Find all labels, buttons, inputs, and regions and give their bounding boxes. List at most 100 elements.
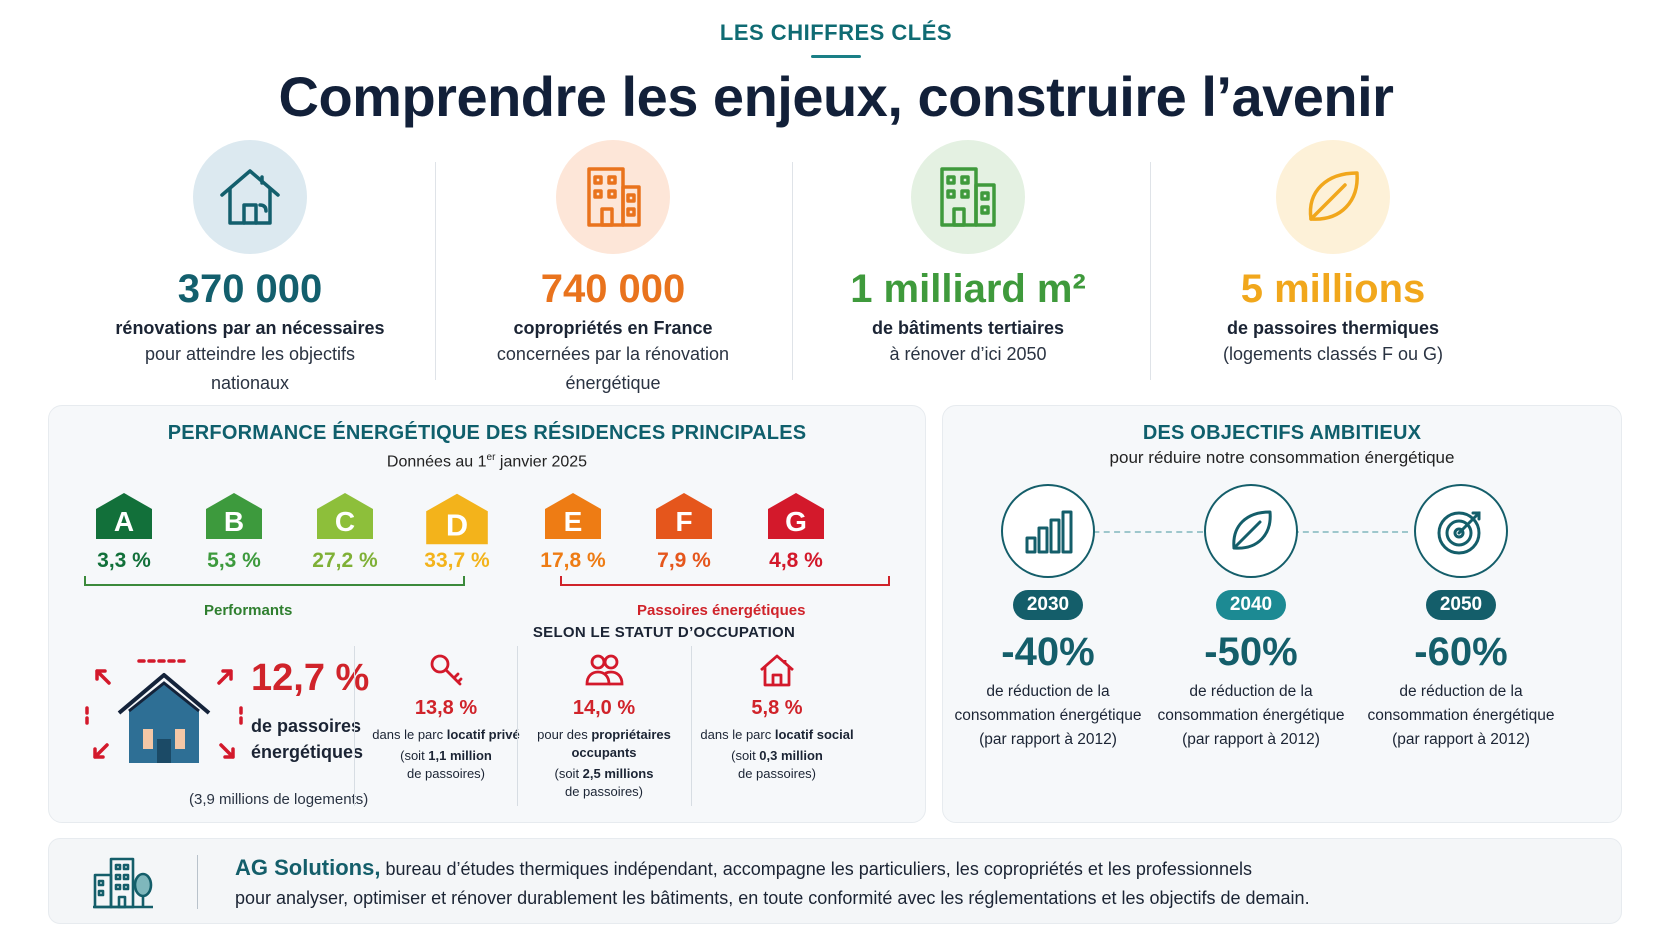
class-pct: 33,7 % — [424, 549, 490, 572]
statut-pct: 5,8 % — [751, 697, 803, 719]
statut-sub: (soit 2,5 millions de passoires) — [554, 766, 654, 799]
statut-locatif-social: 5,8 % dans le parc locatif social (soit … — [692, 652, 862, 783]
stat-tertiaire: 1 milliard m² de bâtiments tertiaires à … — [778, 140, 1158, 368]
svg-text:B: B — [224, 506, 244, 537]
statut-locatif-prive: 13,8 % dans le parc locatif privé (soit … — [361, 652, 531, 783]
objective-desc: de réduction de la — [986, 683, 1110, 700]
divider — [197, 855, 198, 909]
passoires-pct: 12,7 % — [251, 657, 370, 699]
social-house-icon — [760, 654, 794, 687]
energy-label-icon: D — [426, 493, 488, 545]
statut-sub: (soit 1,1 million de passoires) — [400, 748, 492, 781]
footer-text: AG Solutions, bureau d’études thermiques… — [235, 853, 1595, 913]
svg-text:F: F — [675, 506, 692, 537]
stat-label: copropriétés en France — [513, 318, 713, 338]
passoires-label: de passoires énergétiques — [251, 716, 364, 762]
objective-desc: consommation énergétique — [954, 707, 1142, 724]
divider — [435, 162, 436, 380]
passoires-bracket — [560, 576, 890, 586]
key-stats: 370 000 rénovations par an nécessaires p… — [60, 140, 1612, 393]
year-badge: 2030 — [1012, 590, 1084, 620]
energy-label-icon: F — [656, 493, 712, 539]
class-pct: 27,2 % — [312, 549, 378, 572]
statut-sub: (soit 0,3 million de passoires) — [731, 748, 823, 781]
energy-class-e: E 17,8 % — [523, 491, 623, 573]
energy-label-icon: G — [768, 493, 824, 539]
stat-renovations: 370 000 rénovations par an nécessaires p… — [60, 140, 440, 397]
page-title: Comprendre les enjeux, construire l’aven… — [278, 65, 1394, 128]
office-building-icon — [911, 140, 1025, 254]
energy-class-a: A 3,3 % — [74, 491, 174, 573]
statut-text: dans le parc locatif social — [700, 727, 854, 742]
energy-class-b: B 5,3 % — [184, 491, 284, 573]
eyebrow-divider — [811, 55, 861, 58]
objectives-panel: DES OBJECTIFS AMBITIEUX pour réduire not… — [942, 405, 1622, 823]
statut-pct: 13,8 % — [414, 697, 478, 719]
passoires-note: (3,9 millions de logements) — [189, 791, 369, 808]
energy-class-c: C 27,2 % — [295, 491, 395, 573]
target-icon — [1414, 484, 1508, 578]
objective-desc: consommation énergétique — [1157, 707, 1345, 724]
stat-label: de bâtiments tertiaires — [871, 318, 1065, 338]
statut-title: SELON LE STATUT D’OCCUPATION — [532, 624, 796, 641]
stat-value: 1 milliard m² — [850, 267, 1086, 311]
eyebrow: LES CHIFFRES CLÉS — [719, 20, 953, 45]
stat-desc: énergétique — [565, 373, 661, 393]
statut-pct: 14,0 % — [572, 697, 636, 719]
owners-icon — [585, 654, 624, 686]
stat-desc: (logements classés F ou G) — [1222, 344, 1444, 364]
year-badge: 2050 — [1425, 590, 1497, 620]
footer-line: pour analyser, optimiser et rénover dura… — [235, 888, 1310, 908]
stat-label: rénovations par an nécessaires — [115, 318, 385, 338]
divider — [792, 162, 793, 380]
svg-text:A: A — [114, 506, 134, 537]
performants-bracket — [84, 576, 465, 586]
stat-label: de passoires thermiques — [1226, 318, 1440, 338]
objective-2040: 2040 -50% de réduction de la consommatio… — [1146, 484, 1356, 752]
passoires-summary: 12,7 % de passoires énergétiques (3,9 mi… — [79, 653, 409, 813]
objective-pct: -40% — [1001, 630, 1095, 674]
stat-passoires: 5 millions de passoires thermiques (loge… — [1143, 140, 1523, 368]
stat-value: 370 000 — [177, 267, 323, 311]
objective-pct: -50% — [1204, 630, 1298, 674]
stat-desc: concernées par la rénovation — [496, 344, 730, 364]
energy-class-f: F 7,9 % — [634, 491, 734, 573]
stat-value: 740 000 — [540, 267, 686, 311]
objective-desc: (par rapport à 2012) — [979, 731, 1117, 748]
footer-line: bureau d’études thermiques indépendant, … — [380, 859, 1252, 879]
energy-class-g: G 4,8 % — [746, 491, 846, 573]
divider — [354, 646, 355, 806]
divider — [1150, 162, 1151, 380]
class-pct: 17,8 % — [540, 549, 606, 572]
divider — [691, 646, 692, 806]
svg-text:C: C — [335, 506, 355, 537]
panel-title: DES OBJECTIFS AMBITIEUX — [1142, 422, 1422, 444]
energy-label-icon: E — [545, 493, 601, 539]
objective-desc: (par rapport à 2012) — [1182, 731, 1320, 748]
building-icon — [556, 140, 670, 254]
energy-label-icon: B — [206, 493, 262, 539]
energy-class-d: D 33,7 % — [407, 491, 507, 573]
svg-text:G: G — [785, 506, 807, 537]
class-pct: 7,9 % — [657, 549, 711, 572]
performance-panel: PERFORMANCE ÉNERGÉTIQUE DES RÉSIDENCES P… — [48, 405, 926, 823]
energy-label-icon: A — [96, 493, 152, 539]
stat-desc: pour atteindre les objectifs — [144, 344, 356, 364]
panel-subtitle: Données au 1er janvier 2025 — [386, 452, 588, 471]
class-pct: 3,3 % — [97, 549, 151, 572]
stat-coproprietes: 740 000 copropriétés en France concernée… — [423, 140, 803, 397]
objective-2030: 2030 -40% de réduction de la consommatio… — [943, 484, 1153, 752]
performants-label: Performants — [204, 602, 293, 619]
objective-2050: 2050 -60% de réduction de la consommatio… — [1356, 484, 1566, 752]
objective-desc: de réduction de la — [1189, 683, 1313, 700]
footer-banner: AG Solutions, bureau d’études thermiques… — [48, 838, 1622, 924]
passoires-label: Passoires énergétiques — [637, 602, 806, 619]
timeline-connector — [1283, 531, 1408, 533]
objective-desc: (par rapport à 2012) — [1392, 731, 1530, 748]
energy-label-icon: C — [317, 493, 373, 539]
divider — [517, 646, 518, 806]
class-pct: 5,3 % — [207, 549, 261, 572]
statut-proprietaires: 14,0 % pour des propriétaires occupants … — [519, 652, 689, 801]
brand-name: AG Solutions, — [235, 855, 381, 880]
class-pct: 4,8 % — [769, 549, 823, 572]
